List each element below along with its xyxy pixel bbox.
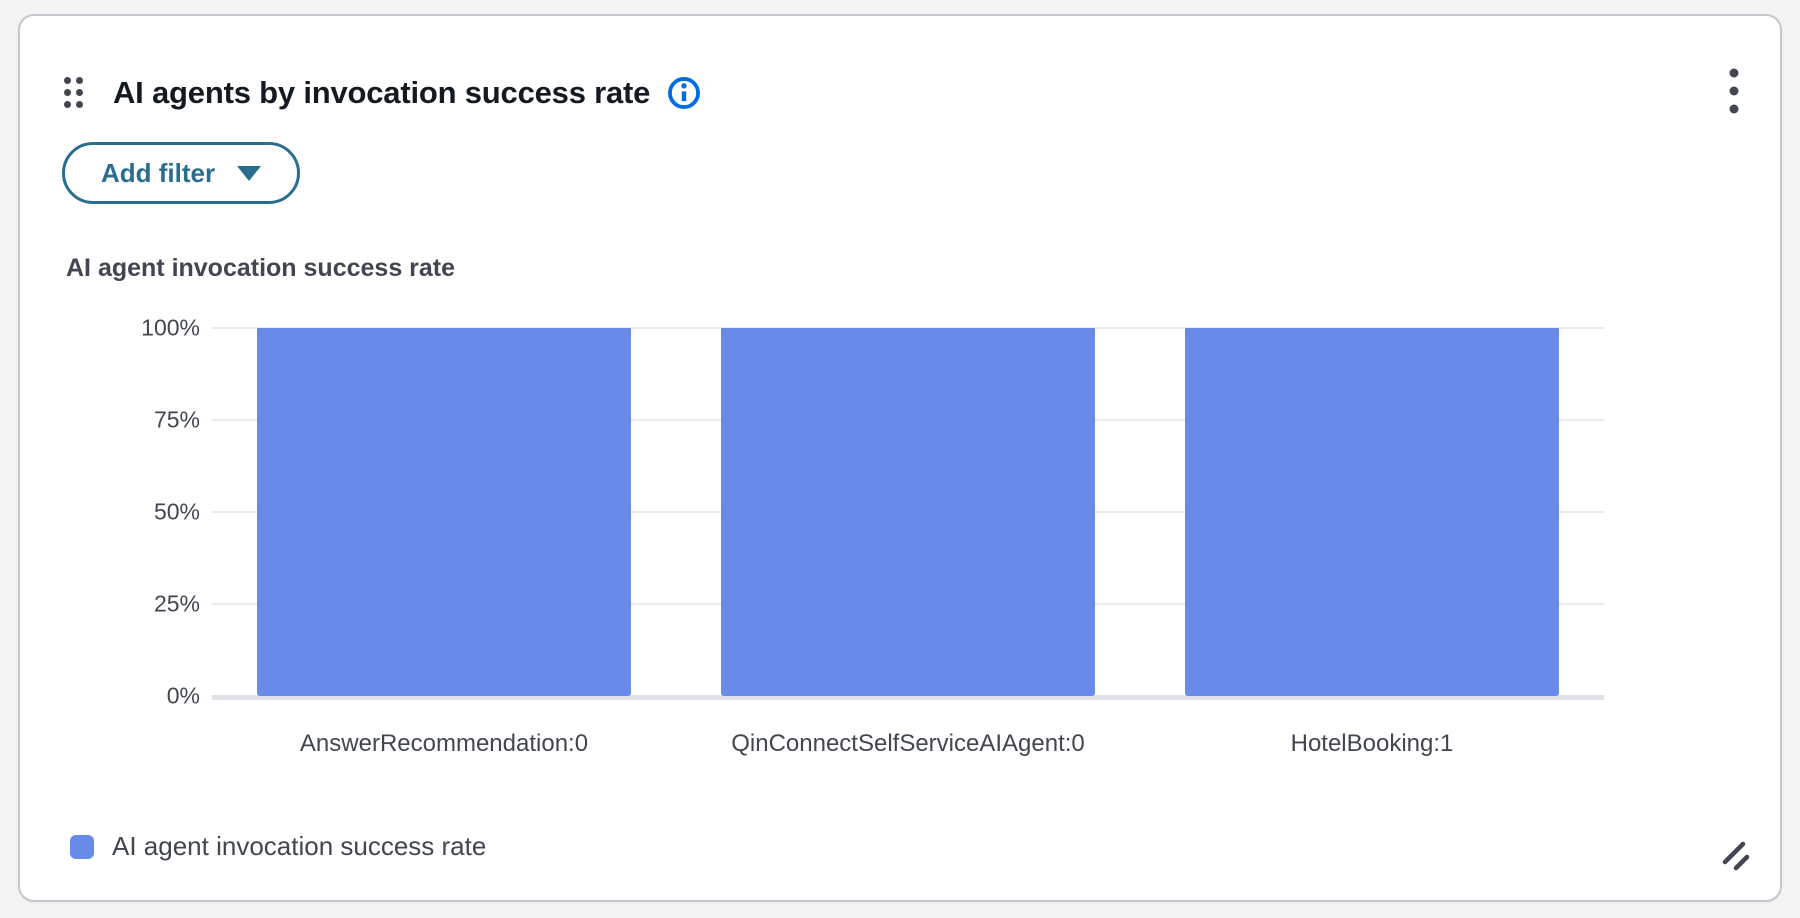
resize-handle[interactable] — [1718, 838, 1754, 874]
drag-handle-icon[interactable] — [60, 73, 87, 112]
y-tick-label: 25% — [153, 590, 200, 617]
y-tick-label: 0% — [166, 682, 200, 709]
bar-slot — [212, 328, 676, 696]
x-axis-category-label: HotelBooking:1 — [1290, 730, 1454, 757]
plot-area — [212, 327, 1604, 700]
legend-label: AI agent invocation success rate — [112, 831, 487, 861]
bar-slot — [676, 328, 1140, 696]
y-tick-label: 50% — [153, 498, 200, 525]
y-tick-label: 100% — [141, 314, 200, 341]
caret-down-icon — [237, 165, 262, 181]
info-icon[interactable] — [666, 75, 702, 111]
bar-slot — [1140, 328, 1604, 696]
chart-title: AI agent invocation success rate — [66, 254, 456, 282]
legend-swatch — [70, 834, 94, 859]
add-filter-label: Add filter — [101, 157, 216, 188]
widget-title: AI agents by invocation success rate — [113, 74, 651, 110]
info-icon-glyph — [668, 76, 701, 109]
bar[interactable] — [1185, 328, 1559, 696]
y-tick-label: 75% — [153, 406, 200, 433]
vertical-ellipsis-icon — [1729, 68, 1739, 114]
widget-header: AI agents by invocation success rate — [60, 60, 1750, 125]
resize-grip-icon — [1722, 841, 1750, 871]
y-axis: 100% 75% 50% 25% 0% — [66, 315, 200, 709]
bar[interactable] — [257, 328, 631, 696]
x-axis-baseline — [212, 695, 1604, 700]
x-axis-labels: AnswerRecommendation:0 QinConnectSelfServ… — [212, 730, 1604, 758]
x-axis-category-label: AnswerRecommendation:0 — [299, 730, 589, 757]
bar[interactable] — [721, 328, 1095, 696]
bars-container — [212, 328, 1604, 696]
chart-legend[interactable]: AI agent invocation success rate — [70, 831, 486, 862]
widget-menu-button[interactable] — [1718, 60, 1750, 125]
x-axis-category-label: QinConnectSelfServiceAIAgent:0 — [731, 730, 1085, 757]
widget-card: AI agents by invocation success rate Add… — [18, 14, 1782, 902]
add-filter-button[interactable]: Add filter — [62, 142, 301, 204]
bar-chart: 100% 75% 50% 25% 0% — [66, 315, 1604, 709]
